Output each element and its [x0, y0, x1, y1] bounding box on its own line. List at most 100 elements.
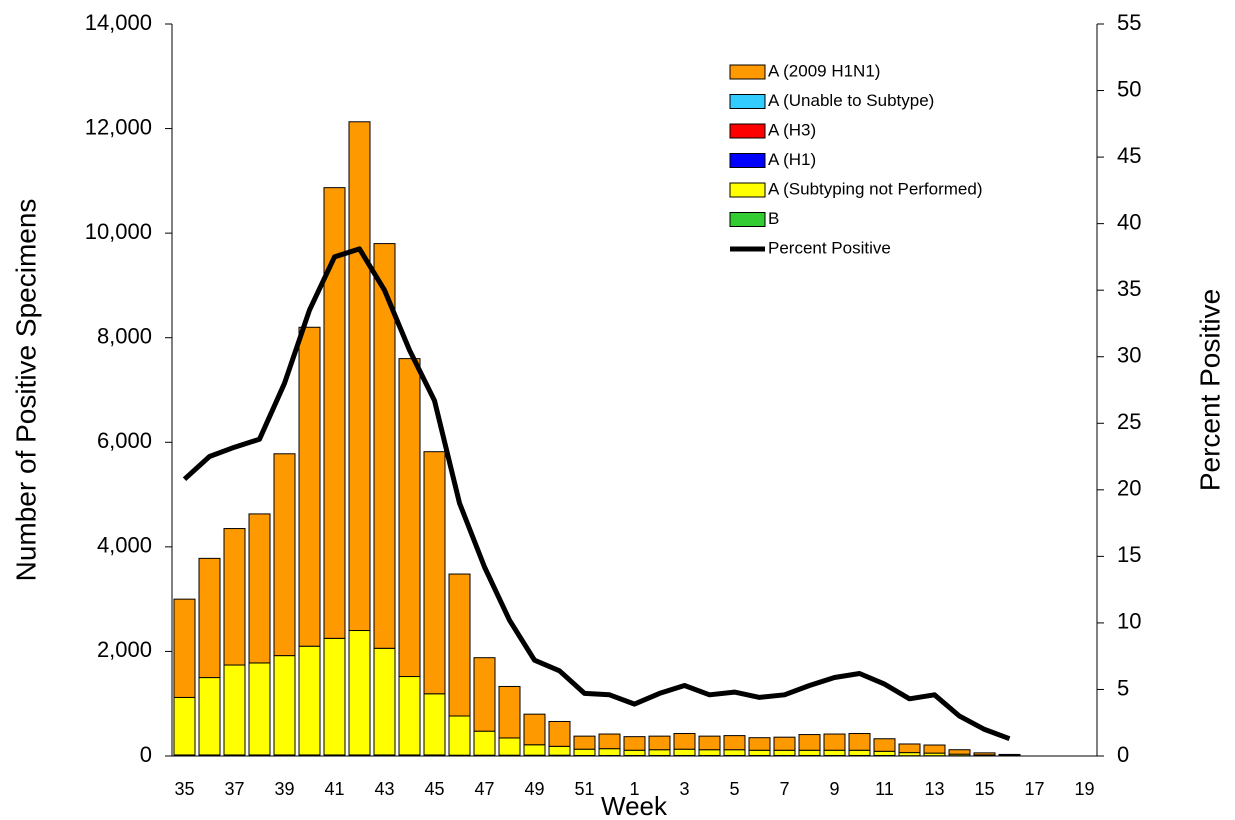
- y2-tick-label: 25: [1117, 409, 1141, 434]
- y2-tick-label: 0: [1117, 742, 1129, 767]
- bar-segment: [298, 326, 321, 647]
- bar-segment: [548, 720, 571, 747]
- bar-segment: [573, 748, 596, 756]
- y2-tick-label: 55: [1117, 10, 1141, 35]
- x-axis-title: Week: [601, 791, 668, 820]
- bar-segment: [173, 598, 196, 698]
- bar-segment: [473, 730, 496, 756]
- bar-segment: [498, 737, 521, 756]
- y2-tick-label: 50: [1117, 76, 1141, 101]
- x-tick-label: 15: [974, 779, 994, 799]
- legend-swatch: [729, 153, 766, 168]
- x-tick-label: 45: [424, 779, 444, 799]
- y2-tick-label: 40: [1117, 209, 1141, 234]
- bar-segment: [348, 121, 371, 632]
- bar-segment: [548, 745, 571, 756]
- bar-segment: [598, 733, 621, 750]
- x-tick-label: 41: [324, 779, 344, 799]
- bar-segment: [948, 749, 971, 755]
- bar-segment: [923, 744, 946, 754]
- legend-swatch: [729, 64, 766, 80]
- bar-segment: [298, 645, 321, 756]
- bar-segment: [748, 737, 771, 751]
- x-tick-label: 5: [729, 779, 739, 799]
- bar-segment: [648, 749, 671, 756]
- bar-segment: [323, 637, 346, 756]
- x-tick-label: 47: [474, 779, 494, 799]
- x-tick-label: 37: [224, 779, 244, 799]
- bar-segment: [623, 736, 646, 751]
- bar-segment: [348, 630, 371, 756]
- y-axis-title: Number of Positive Specimens: [10, 199, 41, 582]
- legend-label: B: [768, 209, 779, 228]
- bar-segment: [373, 243, 396, 649]
- bar-segment: [423, 693, 446, 756]
- bar-segment: [848, 749, 871, 756]
- bar-segment: [873, 750, 896, 756]
- bar-segment: [173, 696, 196, 756]
- bar-segment: [723, 735, 746, 751]
- bar-segment: [748, 749, 771, 756]
- y2-tick-label: 45: [1117, 143, 1141, 168]
- y2-axis-title: Percent Positive: [1194, 289, 1225, 491]
- y-tick-label: 4,000: [97, 533, 152, 558]
- bar-segment: [198, 677, 221, 756]
- x-tick-label: 3: [679, 779, 689, 799]
- x-tick-label: 13: [924, 779, 944, 799]
- bar-segment: [198, 557, 221, 679]
- bar-segment: [773, 749, 796, 756]
- bar-segment: [823, 733, 846, 751]
- legend-swatch: [729, 182, 766, 198]
- legend-swatch: [729, 123, 766, 139]
- bar-segment: [773, 736, 796, 751]
- y-tick-label: 8,000: [97, 324, 152, 349]
- y2-tick-label: 20: [1117, 476, 1141, 501]
- bar-segment: [848, 733, 871, 751]
- bar-segment: [398, 676, 421, 756]
- bar-segment: [523, 713, 546, 746]
- bar-segment: [648, 735, 671, 751]
- bar-segment: [273, 655, 296, 756]
- legend-label: A (H1): [768, 150, 816, 169]
- x-tick-label: 43: [374, 779, 394, 799]
- x-tick-label: 49: [524, 779, 544, 799]
- bar-segment: [448, 573, 471, 717]
- bar-segment: [798, 734, 821, 751]
- y2-tick-label: 15: [1117, 542, 1141, 567]
- bar-segment: [673, 748, 696, 756]
- bar-segment: [698, 735, 721, 751]
- legend-label: A (Subtyping not Performed): [768, 179, 983, 198]
- legend-label: Percent Positive: [768, 238, 891, 257]
- bar-segment: [598, 748, 621, 756]
- bar-segment: [223, 528, 246, 666]
- x-tick-label: 51: [574, 779, 594, 799]
- bar-segment: [998, 753, 1021, 756]
- y2-tick-label: 35: [1117, 276, 1141, 301]
- bar-segment: [723, 749, 746, 756]
- bar-segment: [798, 749, 821, 756]
- bar-segment: [498, 685, 521, 739]
- y-tick-label: 10,000: [85, 219, 152, 244]
- bar-segment: [898, 743, 921, 754]
- legend-swatch: [729, 94, 766, 109]
- x-tick-label: 39: [274, 779, 294, 799]
- y2-tick-label: 5: [1117, 675, 1129, 700]
- y-tick-label: 14,000: [85, 10, 152, 35]
- bar-segment: [373, 647, 396, 756]
- bar-segment: [323, 187, 346, 639]
- legend-label: A (2009 H1N1): [768, 61, 880, 80]
- y-tick-label: 0: [140, 742, 152, 767]
- x-tick-label: 35: [174, 779, 194, 799]
- x-tick-label: 17: [1024, 779, 1044, 799]
- bar-segment: [423, 451, 446, 695]
- bar-segment: [473, 657, 496, 732]
- legend-label: A (H3): [768, 120, 816, 139]
- bar-segment: [698, 749, 721, 756]
- bar-segment: [523, 744, 546, 756]
- x-tick-label: 9: [829, 779, 839, 799]
- bar-segment: [223, 664, 246, 756]
- bar-segment: [398, 358, 421, 678]
- x-tick-label: 1: [629, 779, 639, 799]
- y-tick-label: 6,000: [97, 428, 152, 453]
